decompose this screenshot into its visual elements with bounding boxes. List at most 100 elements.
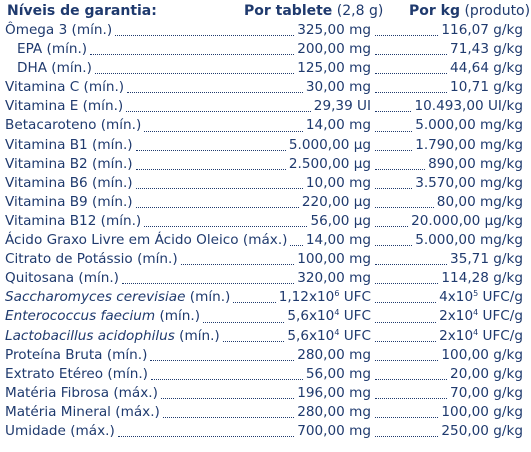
- value-per-tablet: 280,00 mg: [297, 346, 371, 363]
- row-label-text: Umidade (máx.): [5, 422, 115, 439]
- row-label: Vitamina B2 (mín.): [5, 155, 133, 174]
- row-label-text: Vitamina C (mín.): [5, 79, 125, 96]
- value-exponent: 4: [334, 327, 340, 337]
- table-row: Umidade (máx.) 700,00 mg 250,00 g/kg: [0, 422, 531, 441]
- row-label: Betacaroteno (mín.): [5, 116, 141, 135]
- table-row: Lactobacillus acidophilus (mín.) 5,6x104 …: [0, 327, 531, 346]
- table-row: Vitamina B12 (mín.) 56,00 µg 20.000,00 µg/…: [0, 212, 531, 231]
- leader-dots-kg: [375, 302, 436, 304]
- row-label-text: Vitamina B2 (mín.): [5, 155, 133, 172]
- value-per-tablet: 100,00 mg: [297, 251, 371, 268]
- leader-dots-tablet: [90, 54, 294, 56]
- row-label-text: Vitamina B6 (mín.): [5, 174, 133, 191]
- row-label-text: (mín.): [155, 308, 201, 325]
- table-row: Matéria Mineral (máx.) 280,00 mg 100,00 g/…: [0, 403, 531, 422]
- value-per-tablet: 200,00 mg: [297, 41, 371, 58]
- value-per-tablet: 10,00 mg: [305, 174, 371, 191]
- leader-dots-kg: [375, 149, 412, 151]
- value-per-kg: 116,07 g/kg: [441, 22, 523, 38]
- value-per-kg: 10.493,00 UI/kg: [414, 98, 523, 115]
- value-unit: UFC: [339, 308, 371, 325]
- leader-dots-tablet: [233, 302, 276, 304]
- row-label: Vitamina B6 (mín.): [5, 174, 133, 193]
- leader-dots-kg: [375, 130, 412, 132]
- value-per-kg: 2x104 UFC/g: [439, 327, 523, 346]
- leader-dots-tablet: [136, 187, 303, 189]
- leader-dots-tablet: [223, 340, 284, 342]
- table-row: Ômega 3 (mín.) 325,00 mg 116,07 g/kg: [0, 21, 531, 40]
- leader-dots-tablet: [203, 321, 284, 323]
- table-row: Saccharomyces cerevisiae (mín.) 1,12x106 …: [0, 288, 531, 307]
- value-per-kg: 4x105 UFC/g: [439, 288, 523, 307]
- leader-dots-kg: [375, 245, 412, 247]
- value-base: 2x10: [439, 308, 474, 325]
- value-per-kg: 10,71 g/kg: [450, 79, 523, 96]
- leader-dots-tablet: [136, 206, 299, 208]
- value-per-kg: 5.000,00 mg/kg: [415, 232, 523, 249]
- value-unit: UFC: [339, 327, 371, 344]
- value-per-tablet: 325,00 mg: [297, 22, 371, 38]
- value-per-kg: 2x104 UFC/g: [439, 307, 523, 326]
- row-label-text: Ômega 3 (mín.): [5, 22, 113, 38]
- leader-dots-tablet: [144, 130, 303, 132]
- row-label-text: Vitamina B12 (mín.): [5, 212, 142, 229]
- leader-dots-kg: [375, 168, 425, 170]
- table-row: Betacaroteno (mín.) 14,00 mg 5.000,00 mg/k…: [0, 116, 531, 135]
- column-header-per-kg-main: Por kg: [409, 3, 460, 19]
- value-per-kg: 890,00 mg/kg: [428, 155, 523, 172]
- value-per-kg: 100,00 g/kg: [441, 403, 523, 420]
- row-label: Lactobacillus acidophilus (mín.): [5, 327, 220, 346]
- leader-dots-kg: [375, 73, 447, 75]
- value-per-tablet: 280,00 mg: [297, 403, 371, 420]
- row-label: EPA (mín.): [17, 40, 87, 59]
- value-unit: UFC: [339, 289, 371, 306]
- value-per-kg: 71,43 g/kg: [450, 41, 523, 58]
- row-label: Vitamina B1 (mín.): [5, 136, 133, 155]
- value-per-kg: 1.790,00 mg/kg: [415, 136, 523, 153]
- leader-dots-kg: [375, 206, 434, 208]
- leader-dots-tablet: [136, 168, 286, 170]
- row-label-text: Matéria Fibrosa (máx.): [5, 384, 158, 401]
- leader-dots-kg: [375, 378, 447, 380]
- row-label-text: Vitamina B1 (mín.): [5, 136, 133, 153]
- table-row: Vitamina B2 (mín.) 2.500,00 µg 890,00 mg/k…: [0, 155, 531, 174]
- leader-dots-tablet: [95, 73, 294, 75]
- row-label: Quitosana (mín.): [5, 269, 119, 288]
- table-row: Vitamina B9 (mín.) 220,00 µg 80,00 mg/kg: [0, 193, 531, 212]
- leader-dots-tablet: [118, 436, 294, 438]
- leader-dots-tablet: [126, 111, 311, 113]
- value-unit: UFC/g: [478, 289, 523, 306]
- value-exponent: 4: [473, 327, 479, 337]
- leader-dots-tablet: [122, 283, 294, 285]
- table-row: Matéria Fibrosa (máx.) 196,00 mg 70,00 g/k…: [0, 384, 531, 403]
- value-per-tablet: 30,00 mg: [305, 79, 371, 96]
- value-base: 5,6x10: [287, 308, 335, 325]
- value-per-kg: 114,28 g/kg: [441, 270, 523, 287]
- leader-dots-tablet: [290, 245, 303, 247]
- row-label: Umidade (máx.): [5, 422, 115, 441]
- value-exponent: 5: [473, 289, 479, 299]
- row-label-text: EPA (mín.): [17, 41, 88, 58]
- value-per-kg: 5.000,00 mg/kg: [415, 117, 523, 134]
- value-per-tablet: 320,00 mg: [297, 270, 371, 287]
- value-per-tablet: 5.000,00 µg: [288, 136, 371, 153]
- leader-dots-kg: [375, 359, 438, 361]
- leader-dots-kg: [375, 54, 447, 56]
- value-per-tablet: 700,00 mg: [297, 422, 371, 439]
- table-row: DHA (mín.) 125,00 mg 44,64 g/kg: [0, 59, 531, 78]
- table-title: Níveis de garantia:: [7, 3, 157, 19]
- row-label: Matéria Mineral (máx.): [5, 403, 160, 422]
- value-base: 2x10: [439, 327, 474, 344]
- row-label: Vitamina C (mín.): [5, 78, 124, 97]
- value-per-tablet: 125,00 mg: [297, 60, 371, 77]
- row-label-text: Vitamina E (mín.): [5, 98, 124, 115]
- row-label-text: Extrato Etéreo (mín.): [5, 365, 148, 382]
- row-label: Vitamina B9 (mín.): [5, 193, 133, 212]
- value-base: 5,6x10: [287, 327, 335, 344]
- column-header-per-kg-detail: (produto): [460, 3, 531, 19]
- table-row: EPA (mín.) 200,00 mg 71,43 g/kg: [0, 40, 531, 59]
- row-label-text: (mín.): [185, 289, 231, 306]
- table-row: Vitamina E (mín.) 29,39 UI 10.493,00 UI/kg: [0, 97, 531, 116]
- value-per-tablet: 220,00 µg: [301, 193, 371, 210]
- value-per-tablet: 14,00 mg: [305, 117, 371, 134]
